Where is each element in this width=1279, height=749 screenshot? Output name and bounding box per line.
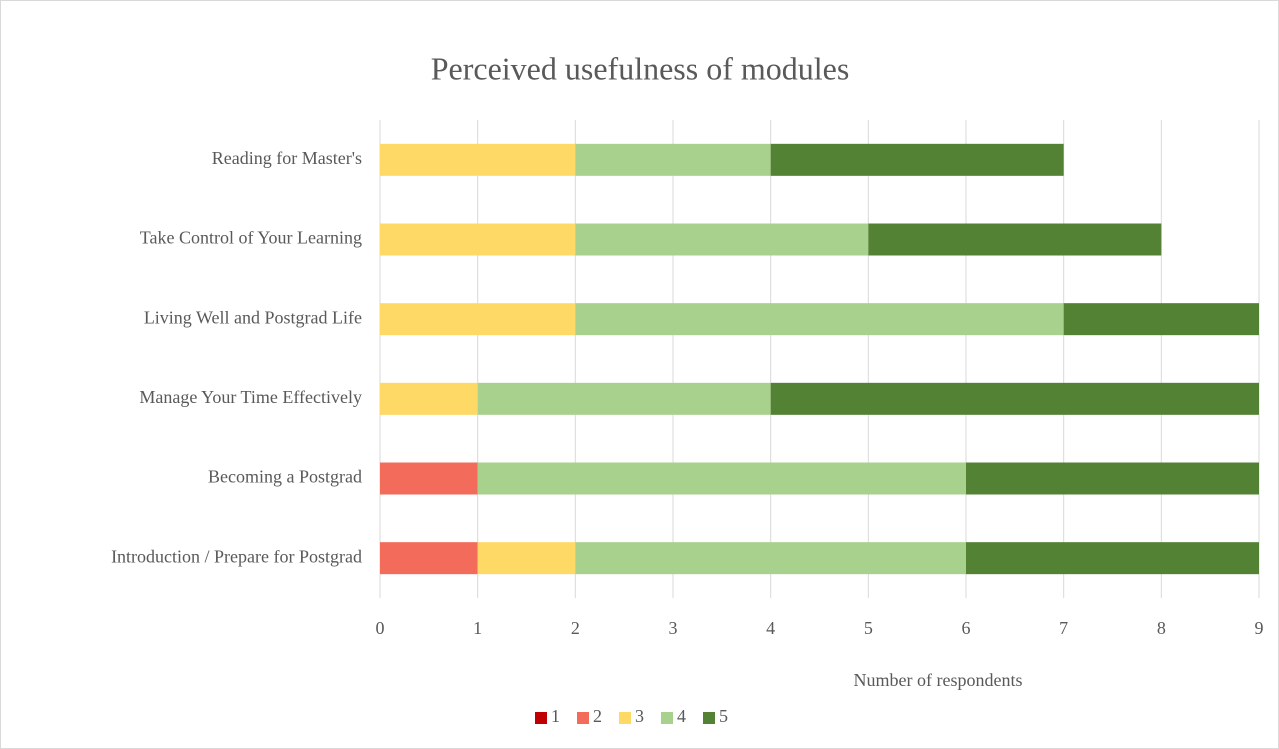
y-tick-label: Living Well and Postgrad Life (144, 307, 362, 327)
bar-segment (966, 462, 1259, 495)
y-tick-label: Becoming a Postgrad (208, 467, 362, 487)
x-tick-label: 6 (962, 618, 971, 638)
chart-title: Perceived usefulness of modules (431, 50, 850, 86)
bar-segment (380, 223, 576, 256)
x-tick-label: 3 (669, 618, 678, 638)
x-tick-label: 4 (766, 618, 775, 638)
x-tick-label: 0 (376, 618, 385, 638)
y-tick-label: Manage Your Time Effectively (139, 387, 362, 407)
legend-label: 4 (677, 706, 686, 726)
legend-swatch (619, 712, 631, 724)
bar-segment (477, 382, 771, 415)
bar-segment (575, 542, 966, 575)
bar-segment (477, 542, 576, 575)
bar-segment (380, 462, 478, 495)
legend-label: 1 (551, 706, 560, 726)
bar-segment (477, 462, 966, 495)
bar-segment (770, 382, 1259, 415)
bar-segment (575, 303, 1064, 336)
bar-segment (575, 223, 869, 256)
legend-label: 5 (719, 706, 728, 726)
legend-swatch (661, 712, 673, 724)
legend-label: 2 (593, 706, 602, 726)
x-tick-label: 2 (571, 618, 580, 638)
bar-segment (380, 143, 576, 176)
bar-segment (575, 143, 771, 176)
x-tick-label: 1 (473, 618, 482, 638)
legend-label: 3 (635, 706, 644, 726)
legend-swatch (577, 712, 589, 724)
legend-swatch (535, 712, 547, 724)
y-tick-label: Introduction / Prepare for Postgrad (111, 546, 362, 566)
x-axis-label: Number of respondents (854, 670, 1023, 690)
x-tick-label: 7 (1059, 618, 1068, 638)
bar-segment (868, 223, 1162, 256)
legend-swatch (703, 712, 715, 724)
bar-segment (380, 303, 576, 336)
x-tick-label: 8 (1157, 618, 1166, 638)
bar-segment (770, 143, 1064, 176)
bar-segment (966, 542, 1259, 575)
bar-segment (380, 382, 478, 415)
y-tick-label: Take Control of Your Learning (140, 228, 362, 248)
x-tick-label: 5 (864, 618, 873, 638)
bar-segment (1063, 303, 1259, 336)
bar-segment (380, 542, 478, 575)
x-tick-label: 9 (1255, 618, 1264, 638)
y-tick-label: Reading for Master's (212, 148, 362, 168)
